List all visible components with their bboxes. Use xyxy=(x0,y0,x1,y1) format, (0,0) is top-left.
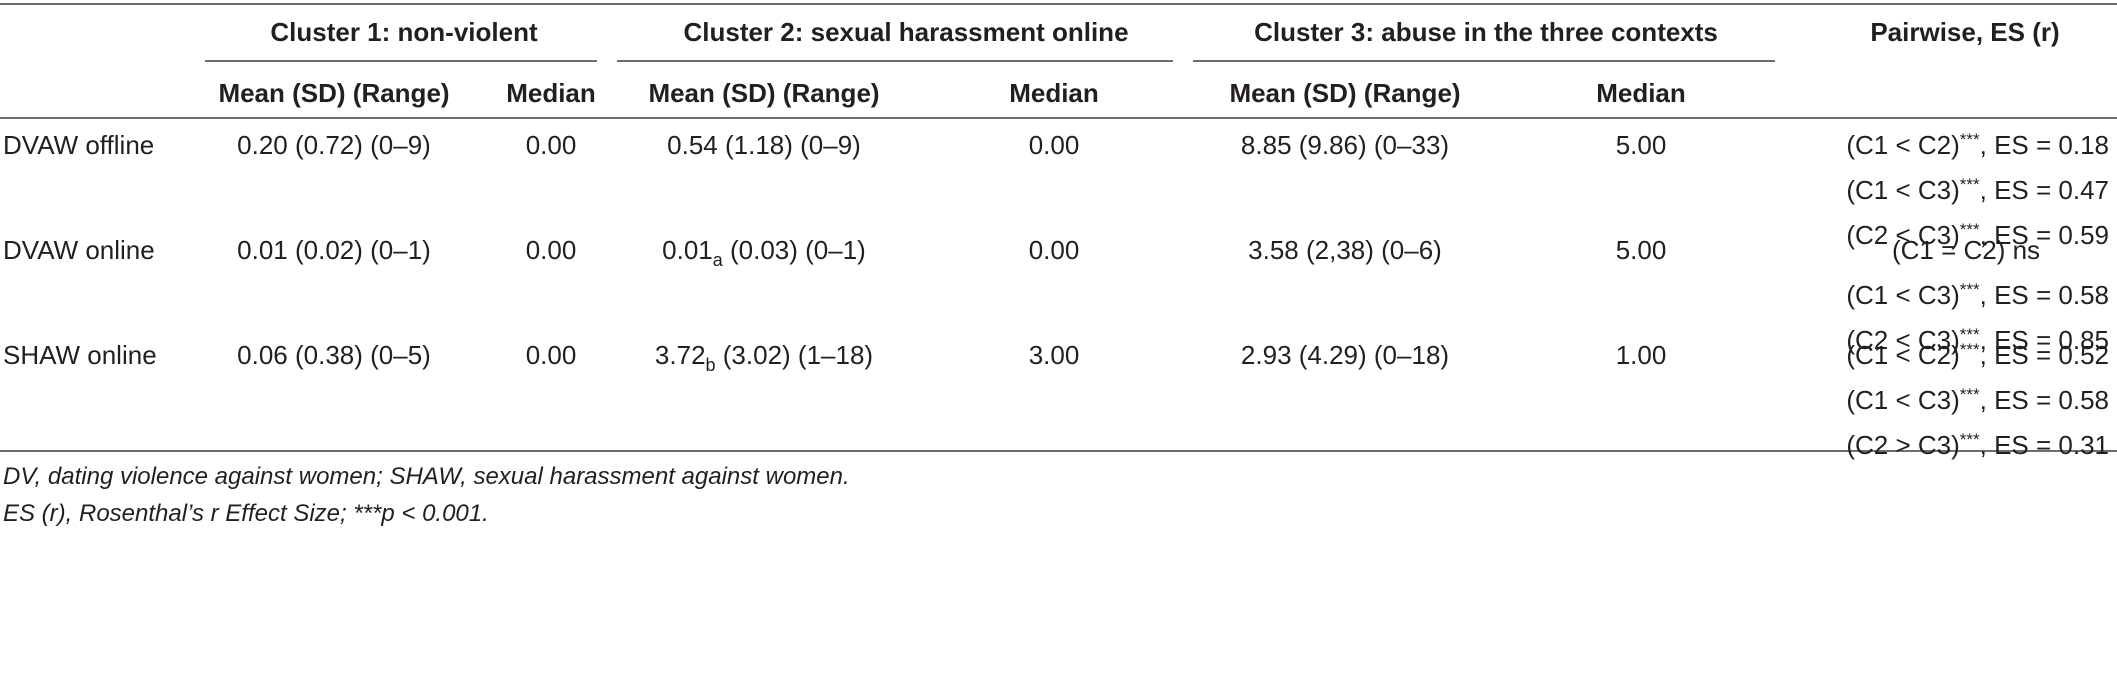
cluster3-title: Cluster 3: abuse in the three contexts xyxy=(1254,17,1718,47)
cluster3-mean-header: Mean (SD) (Range) xyxy=(1229,78,1461,108)
cluster1-underline xyxy=(205,60,597,62)
cluster2-median-cell: 0.00 xyxy=(1028,235,1080,265)
subscript: b xyxy=(705,355,716,375)
pairwise-text: , ES = 0.47 xyxy=(1979,175,2109,205)
cluster3-median-cell: 1.00 xyxy=(1615,340,1667,370)
cluster1-title: Cluster 1: non-violent xyxy=(270,17,538,47)
significance-stars: *** xyxy=(1959,385,1980,404)
cluster3-mean-cell: 8.85 (9.86) (0–33) xyxy=(1240,130,1450,160)
significance-stars: *** xyxy=(1959,280,1980,299)
cluster2-mean-header: Mean (SD) (Range) xyxy=(648,78,880,108)
cluster3-median-cell: 5.00 xyxy=(1615,235,1667,265)
cluster2-mean-cell: 0.01a (0.03) (0–1) xyxy=(662,235,866,269)
pairwise-text: (C1 < C3) xyxy=(1846,385,1960,415)
pairwise-cell: (C1 = C2) ns xyxy=(1892,235,2040,265)
pairwise-text: (C1 < C3) xyxy=(1846,280,1960,310)
pairwise-text: (C2 > C3) xyxy=(1846,430,1960,460)
value-text: (3.02) (1–18) xyxy=(715,340,874,370)
cluster3-mean-cell: 3.58 (2,38) (0–6) xyxy=(1248,235,1442,265)
pairwise-cell: (C1 < C3)***, ES = 0.58 xyxy=(1846,385,2109,415)
pairwise-cell: (C2 < C3)***, ES = 0.59 xyxy=(1846,220,2109,250)
cluster1-mean-header: Mean (SD) (Range) xyxy=(218,78,450,108)
cluster2-mean-cell: 3.72b (3.02) (1–18) xyxy=(654,340,874,374)
pairwise-cell: (C1 < C3)***, ES = 0.47 xyxy=(1846,175,2109,205)
significance-stars: *** xyxy=(1959,430,1980,449)
row-label: SHAW online xyxy=(3,340,157,370)
pairwise-title: Pairwise, ES (r) xyxy=(1870,17,2060,47)
pairwise-text: , ES = 0.59 xyxy=(1979,220,2109,250)
pairwise-text: (C1 < C2) xyxy=(1846,130,1960,160)
value-text: 0.54 (1.18) (0–9) xyxy=(667,130,861,160)
significance-stars: *** xyxy=(1959,340,1980,359)
cluster1-median-cell: 0.00 xyxy=(525,340,577,370)
cluster2-underline xyxy=(617,60,1173,62)
pairwise-text: (C1 < C2) xyxy=(1846,340,1960,370)
value-text: 0.01 xyxy=(662,235,713,265)
cluster1-median-header: Median xyxy=(506,78,596,108)
pairwise-text: , ES = 0.58 xyxy=(1979,280,2109,310)
row-label: DVAW offline xyxy=(3,130,155,160)
cluster1-median-cell: 0.00 xyxy=(525,235,577,265)
cluster1-mean-cell: 0.06 (0.38) (0–5) xyxy=(237,340,431,370)
significance-stars: *** xyxy=(1959,175,1980,194)
pairwise-text: (C2 < C3) xyxy=(1846,325,1960,355)
pairwise-cell: (C2 > C3)***, ES = 0.31 xyxy=(1846,430,2109,460)
significance-stars: *** xyxy=(1959,325,1980,344)
cluster3-underline xyxy=(1193,60,1775,62)
pairwise-text: , ES = 0.58 xyxy=(1979,385,2109,415)
row-label: DVAW online xyxy=(3,235,155,265)
footnote-effect-size: ES (r), Rosenthal’s r Effect Size; ***p … xyxy=(3,500,489,527)
cluster2-median-cell: 0.00 xyxy=(1028,130,1080,160)
pairwise-text: , ES = 0.18 xyxy=(1979,130,2109,160)
cluster2-median-cell: 3.00 xyxy=(1028,340,1080,370)
pairwise-cell: (C1 < C3)***, ES = 0.58 xyxy=(1846,280,2109,310)
significance-stars: *** xyxy=(1959,220,1980,239)
cluster2-median-header: Median xyxy=(1009,78,1099,108)
pairwise-text: , ES = 0.52 xyxy=(1979,340,2109,370)
pairwise-cell: (C2 < C3)***, ES = 0.85 xyxy=(1846,325,2109,355)
pairwise-cell: (C1 < C2)***, ES = 0.18 xyxy=(1846,130,2109,160)
cluster1-mean-cell: 0.20 (0.72) (0–9) xyxy=(237,130,431,160)
footnote-abbreviations: DV, dating violence against women; SHAW,… xyxy=(3,463,850,490)
cluster3-mean-cell: 2.93 (4.29) (0–18) xyxy=(1240,340,1450,370)
cluster1-mean-cell: 0.01 (0.02) (0–1) xyxy=(237,235,431,265)
value-text: 3.72 xyxy=(654,340,706,370)
subscript: a xyxy=(712,250,723,270)
value-text: (0.03) (0–1) xyxy=(722,235,866,265)
pairwise-text: (C2 < C3) xyxy=(1846,220,1960,250)
pairwise-text: , ES = 0.85 xyxy=(1979,325,2109,355)
top-rule xyxy=(0,3,2117,5)
cluster3-median-cell: 5.00 xyxy=(1615,130,1667,160)
header-rule xyxy=(0,117,2117,119)
significance-stars: *** xyxy=(1959,130,1980,149)
cluster1-median-cell: 0.00 xyxy=(525,130,577,160)
bottom-rule xyxy=(0,450,2117,452)
cluster2-mean-cell: 0.54 (1.18) (0–9) xyxy=(667,130,861,160)
pairwise-text: (C1 = C2) ns xyxy=(1891,235,2041,265)
pairwise-text: , ES = 0.31 xyxy=(1979,430,2109,460)
pairwise-text: (C1 < C3) xyxy=(1846,175,1960,205)
cluster3-median-header: Median xyxy=(1596,78,1686,108)
pairwise-cell: (C1 < C2)***, ES = 0.52 xyxy=(1846,340,2109,370)
cluster2-title: Cluster 2: sexual harassment online xyxy=(683,17,1129,47)
